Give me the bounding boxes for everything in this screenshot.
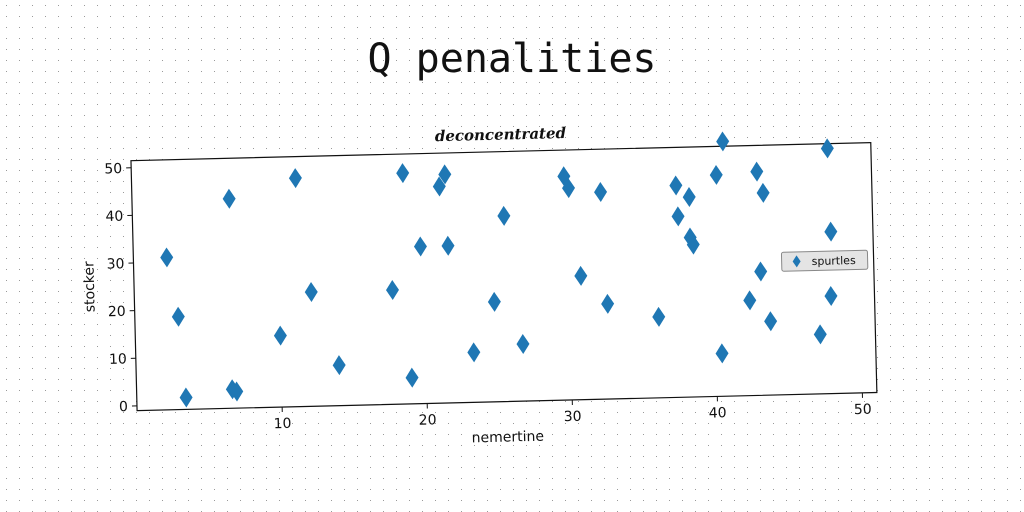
data-point: [671, 206, 685, 227]
axis-ticks: 10 20 30 40 50 0 10 20 30 40 50: [104, 161, 872, 432]
data-point: [432, 176, 446, 197]
data-point: [562, 178, 576, 199]
data-point: [304, 282, 318, 303]
data-points: [160, 131, 838, 408]
data-point: [413, 236, 427, 257]
plot-area-frame: [130, 141, 878, 412]
data-point: [750, 161, 764, 182]
x-tick-label: 50: [854, 402, 872, 418]
data-point: [754, 261, 768, 282]
data-point: [487, 291, 501, 312]
chart-subtitle: deconcentrated: [435, 124, 567, 145]
data-point: [764, 311, 778, 332]
data-point: [601, 293, 615, 314]
data-point: [824, 285, 838, 306]
y-tick-label: 30: [106, 256, 124, 272]
data-point: [332, 355, 346, 376]
legend-label-spurtles: spurtles: [811, 254, 856, 268]
data-point: [686, 234, 700, 255]
x-tick-label: 40: [709, 405, 727, 421]
x-tick-label: 10: [273, 416, 291, 432]
data-point: [405, 367, 419, 388]
data-point: [179, 387, 193, 408]
page-title: Q penalities: [367, 36, 657, 82]
x-axis-label: nemertine: [471, 429, 544, 447]
data-point: [813, 324, 827, 345]
data-point: [682, 187, 696, 208]
data-point: [669, 175, 683, 196]
data-point: [441, 235, 455, 256]
data-point: [574, 265, 588, 286]
legend[interactable]: spurtles: [780, 249, 869, 272]
scatter-chart: deconcentrated 10 20 30 40 50 0 10 20 30 40 50 nem…: [81, 124, 878, 447]
legend-marker-spurtles: [792, 255, 801, 268]
x-tick-label: 30: [564, 409, 582, 425]
data-point: [716, 131, 730, 152]
y-tick-label: 50: [104, 161, 122, 177]
data-point: [820, 138, 834, 159]
y-tick-label: 20: [108, 304, 126, 320]
data-point: [160, 247, 174, 268]
data-point: [743, 290, 757, 311]
data-point: [467, 342, 481, 363]
data-point: [171, 306, 185, 327]
data-point: [824, 221, 838, 242]
data-point: [385, 280, 399, 301]
legend-box: [780, 249, 869, 272]
data-point: [438, 164, 452, 185]
y-tick-label: 40: [105, 209, 123, 225]
y-tick-label: 10: [109, 351, 127, 367]
data-point: [288, 168, 302, 189]
data-point: [222, 188, 236, 209]
data-point: [396, 163, 410, 184]
data-point: [715, 343, 729, 364]
data-point: [230, 381, 244, 402]
y-axis-label: stocker: [81, 261, 98, 313]
data-point: [652, 306, 666, 327]
x-tick-label: 20: [419, 412, 437, 428]
chart-container: deconcentrated 10 20 30 40 50 0 10 20 30 40 50 nem…: [68, 90, 907, 470]
data-point: [273, 325, 287, 346]
data-point: [516, 333, 530, 354]
data-point: [497, 205, 511, 226]
data-point: [756, 182, 770, 203]
y-tick-label: 0: [119, 399, 128, 415]
data-point: [594, 182, 608, 203]
data-point: [709, 164, 723, 185]
